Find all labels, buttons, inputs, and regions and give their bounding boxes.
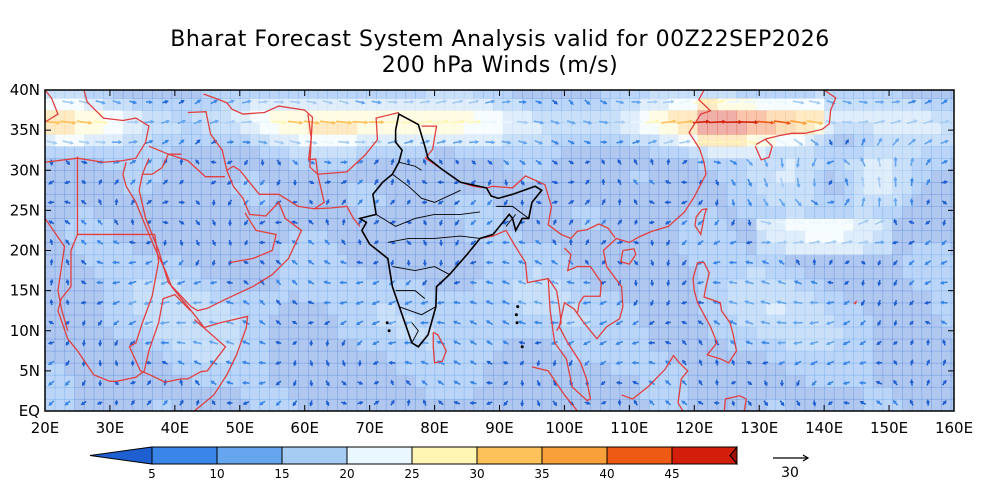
lon-tick-label: 90E	[485, 419, 514, 437]
colorbar-label: 25	[404, 467, 419, 481]
lon-tick-label: 30E	[96, 419, 125, 437]
lat-tick-label: 35N	[10, 121, 40, 139]
lon-tick-label: 120E	[675, 419, 713, 437]
colorbar-swatch	[216, 446, 283, 465]
colorbar-label: 15	[274, 467, 289, 481]
colorbar-swatch	[606, 446, 673, 465]
lon-tick-label: 50E	[225, 419, 254, 437]
longitude-axis: 20E 30E 40E 50E 60E 70E 80E 90E 100E 110E 120E 130E…	[31, 90, 973, 437]
lon-tick-label: 140E	[805, 419, 843, 437]
lon-tick-label: 150E	[870, 419, 908, 437]
lat-tick-label: 20N	[10, 242, 40, 260]
lat-tick-label: 15N	[10, 282, 40, 300]
colorbar-label: 40	[599, 467, 614, 481]
india-outline	[357, 112, 543, 349]
colorbar-label: 35	[534, 467, 549, 481]
colorbar-label: 30	[469, 467, 484, 481]
lon-tick-label: 70E	[355, 419, 384, 437]
reference-vector-label: 30	[781, 465, 799, 481]
colorbar-swatch	[411, 446, 478, 465]
lat-tick-label: 25N	[10, 201, 40, 219]
colorbar-label: 20	[339, 467, 354, 481]
lon-tick-label: 80E	[420, 419, 449, 437]
colorbar-label: 5	[148, 467, 156, 481]
lat-tick-label: 30N	[10, 161, 40, 179]
latitude-axis: EQ 5N 10N 15N 20N 25N 30N 35N 40N	[10, 81, 954, 420]
chart-title: Bharat Forecast System Analysis valid fo…	[170, 27, 830, 52]
colorbar-swatch	[281, 446, 348, 465]
colorbar-swatch	[671, 446, 738, 465]
lon-tick-label: 60E	[290, 419, 319, 437]
colorbar: 5 10 15 20 25 30 35 40 45	[89, 445, 738, 481]
reference-vector: 30	[773, 454, 810, 481]
colorbar-label: 45	[664, 467, 679, 481]
wind-vectors	[45, 99, 950, 407]
lon-tick-label: 40E	[161, 419, 190, 437]
colorbar-swatch	[151, 446, 218, 465]
lon-tick-label: 110E	[610, 419, 648, 437]
lat-tick-label: 10N	[10, 322, 40, 340]
lon-tick-label: 130E	[740, 419, 778, 437]
colorbar-label: 10	[209, 467, 224, 481]
colorbar-swatch	[541, 446, 608, 465]
lat-tick-label: 5N	[19, 362, 40, 380]
lat-tick-label: 40N	[10, 81, 40, 99]
colorbar-swatch	[346, 446, 413, 465]
lon-tick-label: 160E	[935, 419, 973, 437]
lon-tick-label: 100E	[545, 419, 583, 437]
lon-tick-label: 20E	[31, 419, 60, 437]
colorbar-swatch	[476, 446, 543, 465]
chart-subtitle: 200 hPa Winds (m/s)	[381, 53, 619, 78]
lat-tick-label: EQ	[19, 402, 40, 420]
